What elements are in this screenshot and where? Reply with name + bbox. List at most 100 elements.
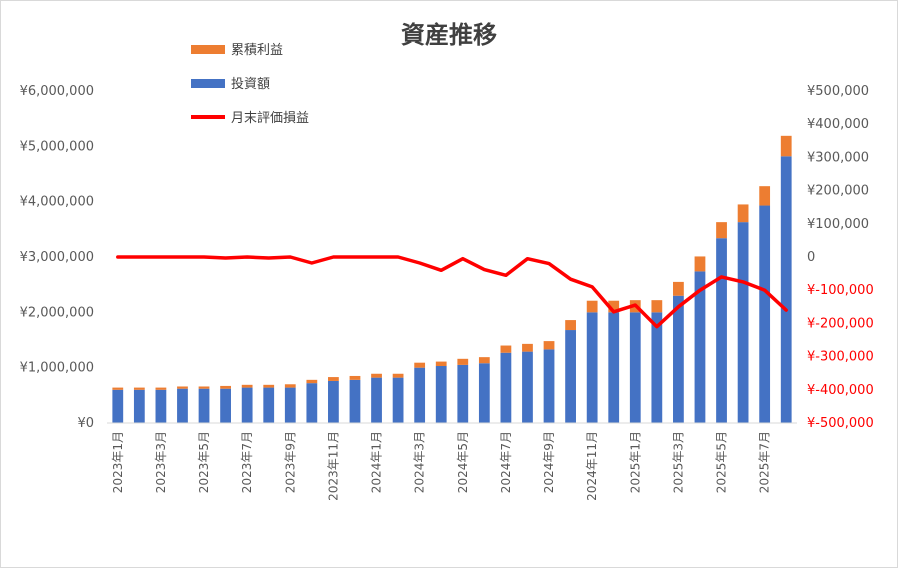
right-tick-label: ¥200,000 <box>807 184 869 199</box>
bar-stack <box>263 385 274 423</box>
bar-cumulative-profit <box>457 359 468 365</box>
bar-stack <box>199 386 210 423</box>
bar-investment <box>371 378 382 423</box>
x-tick-label: 2023年7月 <box>240 431 254 493</box>
bar-cumulative-profit <box>393 374 404 378</box>
bar-stack <box>134 388 145 423</box>
bar-investment <box>177 389 188 423</box>
bar-cumulative-profit <box>587 301 598 313</box>
bar-cumulative-profit <box>522 344 533 352</box>
bar-stack <box>522 344 533 423</box>
bar-stack <box>220 386 231 423</box>
right-tick-label: ¥300,000 <box>807 150 869 165</box>
bar-cumulative-profit <box>479 357 490 363</box>
left-tick-label: ¥3,000,000 <box>20 250 94 265</box>
bar-cumulative-profit <box>716 222 727 238</box>
bar-investment <box>565 330 576 423</box>
x-tick-label: 2023年3月 <box>154 431 168 493</box>
bar-cumulative-profit <box>565 320 576 330</box>
x-tick-label: 2024年5月 <box>456 431 470 493</box>
bar-investment <box>306 383 317 423</box>
bar-cumulative-profit <box>112 388 123 390</box>
bar-investment <box>134 390 145 423</box>
right-tick-label: ¥400,000 <box>807 117 869 132</box>
bar-stack <box>738 204 749 423</box>
right-tick-label: ¥-100,000 <box>807 283 874 298</box>
bar-investment <box>393 378 404 423</box>
bar-cumulative-profit <box>759 186 770 205</box>
bar-stack <box>565 320 576 423</box>
bar-cumulative-profit <box>285 384 296 387</box>
bar-investment <box>738 222 749 423</box>
legend-swatch-investment <box>191 79 225 88</box>
bar-stack <box>716 222 727 423</box>
bars-group <box>112 136 791 423</box>
bar-stack <box>350 376 361 423</box>
bar-stack <box>371 374 382 423</box>
bar-investment <box>587 312 598 423</box>
bar-cumulative-profit <box>350 376 361 380</box>
x-tick-label: 2024年7月 <box>499 431 513 493</box>
bar-investment <box>156 390 167 423</box>
line-monthly-pl <box>118 257 786 327</box>
bar-stack <box>436 362 447 423</box>
left-tick-label: ¥1,000,000 <box>20 361 94 376</box>
bar-stack <box>112 388 123 423</box>
left-tick-label: ¥2,000,000 <box>20 305 94 320</box>
bar-stack <box>414 363 425 423</box>
right-tick-label: ¥-300,000 <box>807 350 874 365</box>
bar-investment <box>414 368 425 423</box>
bar-investment <box>608 312 619 423</box>
x-tick-label: 2024年3月 <box>413 431 427 493</box>
x-tick-label: 2023年5月 <box>197 431 211 493</box>
bar-cumulative-profit <box>134 388 145 390</box>
chart-title: 資産推移 <box>401 21 497 49</box>
bar-investment <box>220 389 231 423</box>
bar-cumulative-profit <box>371 374 382 378</box>
bar-cumulative-profit <box>673 282 684 296</box>
x-tick-label: 2025年5月 <box>715 431 729 493</box>
bar-investment <box>199 389 210 423</box>
bar-stack <box>306 380 317 423</box>
bar-cumulative-profit <box>695 256 706 271</box>
bar-stack <box>328 377 339 423</box>
bar-stack <box>479 357 490 423</box>
x-tick-label: 2023年1月 <box>111 431 125 493</box>
bar-investment <box>781 156 792 423</box>
bar-stack <box>651 300 662 423</box>
x-tick-label: 2025年1月 <box>628 431 642 493</box>
x-tick-label: 2024年9月 <box>542 431 556 493</box>
bar-investment <box>630 312 641 423</box>
legend-swatch-cumulative-profit <box>191 45 225 54</box>
bar-investment <box>501 353 512 423</box>
right-tick-label: ¥500,000 <box>807 84 869 99</box>
bar-stack <box>501 346 512 423</box>
bar-investment <box>436 366 447 423</box>
bar-investment <box>479 363 490 423</box>
bar-stack <box>156 388 167 423</box>
x-tick-label: 2025年3月 <box>671 431 685 493</box>
bar-cumulative-profit <box>220 386 231 389</box>
bar-stack <box>781 136 792 423</box>
legend-label-monthly-pl: 月末評価損益 <box>231 111 309 126</box>
x-tick-label: 2025年7月 <box>758 431 772 493</box>
bar-cumulative-profit <box>328 377 339 381</box>
right-tick-label: ¥-400,000 <box>807 383 874 398</box>
right-tick-label: 0 <box>807 250 815 265</box>
bar-cumulative-profit <box>263 385 274 388</box>
x-tick-label: 2023年9月 <box>283 431 297 493</box>
line-group <box>118 257 787 327</box>
bar-investment <box>457 365 468 423</box>
bar-stack <box>544 341 555 423</box>
right-tick-label: ¥100,000 <box>807 217 869 232</box>
bar-cumulative-profit <box>501 346 512 353</box>
bar-stack <box>630 300 641 423</box>
left-axis-ticks: ¥0¥1,000,000¥2,000,000¥3,000,000¥4,000,0… <box>20 84 94 431</box>
bar-stack <box>457 359 468 423</box>
right-tick-label: ¥-500,000 <box>807 416 874 431</box>
bar-investment <box>263 388 274 423</box>
left-tick-label: ¥4,000,000 <box>20 195 94 210</box>
bar-cumulative-profit <box>306 380 317 383</box>
